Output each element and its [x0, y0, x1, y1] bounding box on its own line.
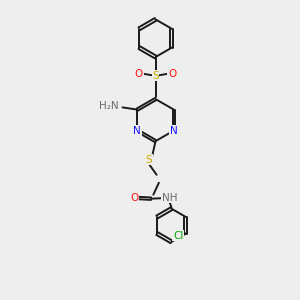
Text: H₂N: H₂N: [99, 101, 118, 111]
Text: O: O: [135, 69, 143, 79]
Text: O: O: [168, 69, 176, 79]
Text: N: N: [170, 126, 178, 136]
Text: NH: NH: [161, 193, 177, 202]
Text: S: S: [146, 155, 152, 165]
Text: N: N: [134, 126, 141, 136]
Text: Cl: Cl: [173, 231, 183, 241]
Text: S: S: [152, 71, 159, 81]
Text: O: O: [130, 193, 139, 202]
